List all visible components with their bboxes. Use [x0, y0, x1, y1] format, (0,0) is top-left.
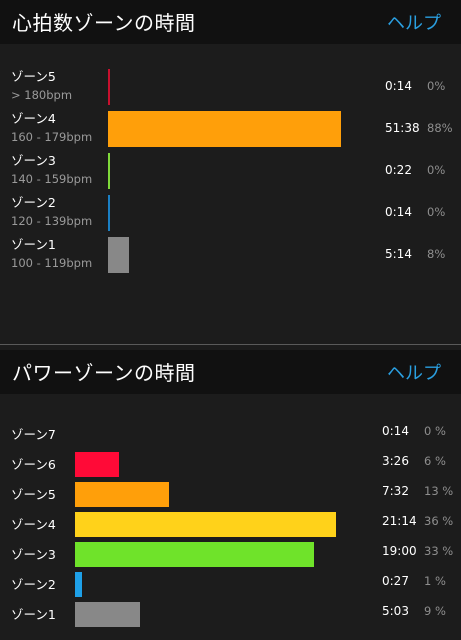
heart-header: 心拍数ゾーンの時間 ヘルプ: [0, 0, 461, 44]
heart-zone-row: ゾーン5 > 180bpm 0:14 0%: [0, 66, 461, 108]
power-header: パワーゾーンの時間 ヘルプ: [0, 350, 461, 394]
heart-zone-row: ゾーン1 100 - 119bpm 5:14 8%: [0, 234, 461, 276]
zone-range: 100 - 119bpm: [11, 256, 93, 270]
power-zone-row: ゾーン3 19:00 33 %: [0, 540, 461, 570]
zone-percent: 88%: [427, 121, 453, 135]
heart-zone-row: ゾーン2 120 - 139bpm 0:14 0%: [0, 192, 461, 234]
power-zones-panel: ゾーン7 0:14 0 % ゾーン6 3:26 6 % ゾーン5 7:32 13 % ゾーン4 21…: [0, 400, 461, 640]
zone-time: 21:14: [382, 514, 417, 528]
zone-percent: 0%: [427, 79, 446, 93]
zone-time: 0:22: [385, 163, 412, 177]
power-zone-row: ゾーン7 0:14 0 %: [0, 420, 461, 450]
zone-percent: 36 %: [424, 514, 454, 528]
zone-bar: [108, 237, 129, 273]
zone-bar: [75, 512, 336, 537]
zone-percent: 33 %: [424, 544, 454, 558]
zone-percent: 8%: [427, 247, 446, 261]
zone-name: ゾーン1: [11, 607, 56, 622]
power-zone-row: ゾーン5 7:32 13 %: [0, 480, 461, 510]
zone-percent: 9 %: [424, 604, 446, 618]
zone-time: 0:14: [385, 79, 412, 93]
zone-range: 160 - 179bpm: [11, 130, 93, 144]
zone-name: ゾーン3: [11, 547, 56, 562]
power-zone-row: ゾーン2 0:27 1 %: [0, 570, 461, 600]
zone-time: 7:32: [382, 484, 409, 498]
zone-percent: 1 %: [424, 574, 446, 588]
zone-time: 5:03: [382, 604, 409, 618]
zone-bar: [108, 195, 110, 231]
zone-name: ゾーン4: [11, 111, 56, 126]
zone-time: 19:00: [382, 544, 417, 558]
zone-percent: 6 %: [424, 454, 446, 468]
zone-time: 3:26: [382, 454, 409, 468]
zone-bar: [75, 602, 140, 627]
zone-percent: 13 %: [424, 484, 454, 498]
zone-range: 140 - 159bpm: [11, 172, 93, 186]
zone-bar: [108, 69, 110, 105]
zone-bar: [108, 153, 110, 189]
zone-time: 5:14: [385, 247, 412, 261]
heart-zone-row: ゾーン4 160 - 179bpm 51:38 88%: [0, 108, 461, 150]
zone-time: 0:27: [382, 574, 409, 588]
heart-zones-panel: ゾーン5 > 180bpm 0:14 0% ゾーン4 160 - 179bpm 51:38 8…: [0, 44, 461, 344]
power-zone-row: ゾーン4 21:14 36 %: [0, 510, 461, 540]
power-zone-row: ゾーン6 3:26 6 %: [0, 450, 461, 480]
power-zone-row: ゾーン1 5:03 9 %: [0, 600, 461, 630]
power-help-link[interactable]: ヘルプ: [387, 363, 441, 384]
zone-percent: 0%: [427, 163, 446, 177]
zone-time: 51:38: [385, 121, 420, 135]
zone-bar: [75, 482, 169, 507]
zone-range: 120 - 139bpm: [11, 214, 93, 228]
zone-range: > 180bpm: [11, 88, 73, 102]
zone-bar: [75, 542, 314, 567]
zone-name: ゾーン7: [11, 427, 56, 442]
heart-zone-row: ゾーン3 140 - 159bpm 0:22 0%: [0, 150, 461, 192]
zone-time: 0:14: [385, 205, 412, 219]
zone-name: ゾーン4: [11, 517, 56, 532]
zone-name: ゾーン6: [11, 457, 56, 472]
zone-name: ゾーン5: [11, 69, 56, 84]
zone-name: ゾーン1: [11, 237, 56, 252]
zone-bar: [108, 111, 341, 147]
zone-name: ゾーン2: [11, 195, 56, 210]
zone-name: ゾーン3: [11, 153, 56, 168]
heart-title: 心拍数ゾーンの時間: [12, 11, 196, 35]
zone-time: 0:14: [382, 424, 409, 438]
zone-name: ゾーン2: [11, 577, 56, 592]
zone-bar: [75, 572, 82, 597]
zone-percent: 0%: [427, 205, 446, 219]
zone-bar: [75, 452, 119, 477]
heart-help-link[interactable]: ヘルプ: [387, 13, 441, 34]
zone-name: ゾーン5: [11, 487, 56, 502]
power-title: パワーゾーンの時間: [12, 361, 196, 385]
zone-percent: 0 %: [424, 424, 446, 438]
section-divider: [0, 344, 461, 345]
